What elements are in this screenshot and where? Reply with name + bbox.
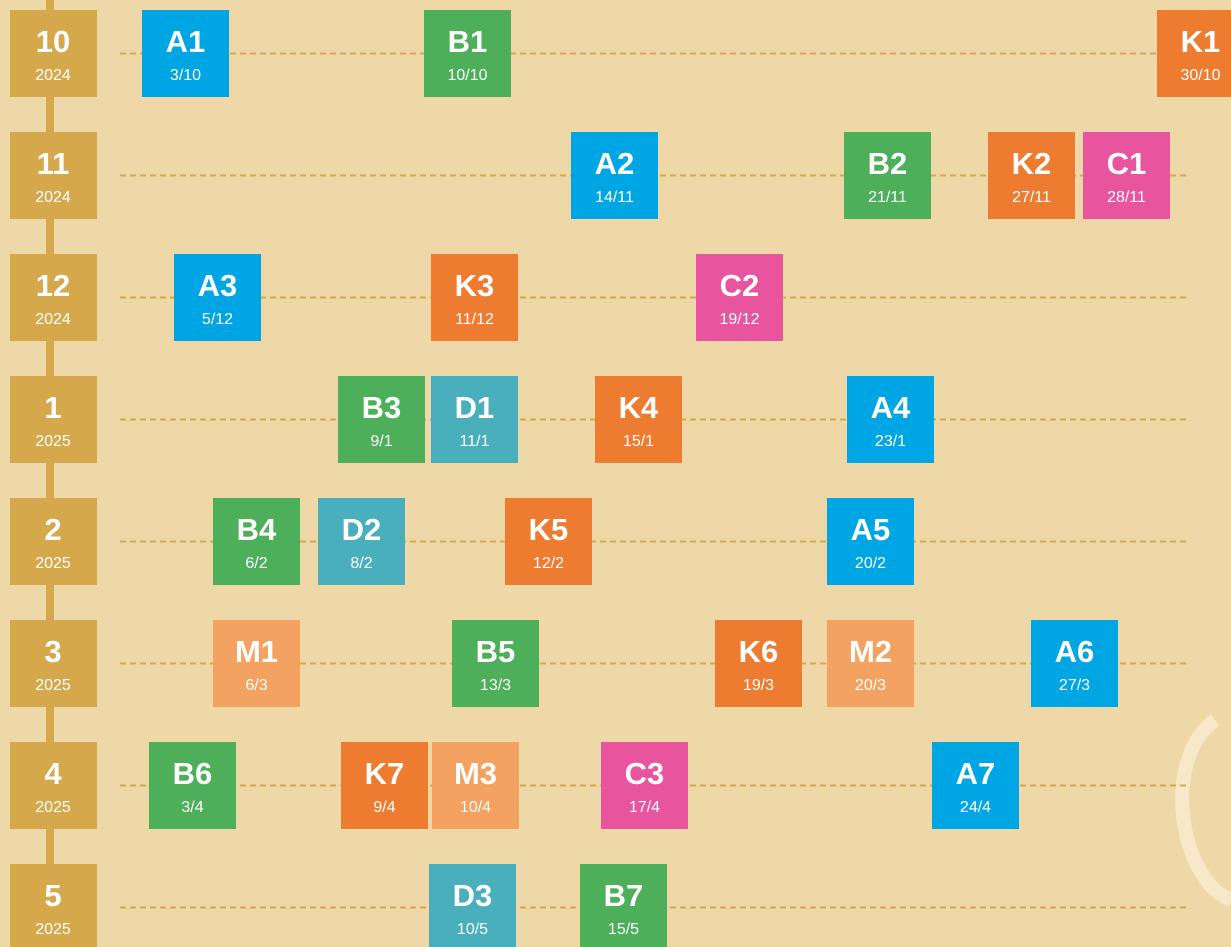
event-code: B5 [476,634,516,669]
event-date: 20/3 [855,677,886,694]
timeline: 10 2024 A1 3/10 B1 10/10 K1 30/10 11 2024 A2 14/11 B… [0,0,1231,947]
month-label: 2 [44,512,61,547]
event-code: B3 [362,390,402,425]
event-code: B1 [448,24,488,59]
event-date: 15/1 [623,433,654,450]
year-label: 2025 [35,433,71,450]
event-date: 11/12 [455,311,494,328]
year-label: 2025 [35,921,71,938]
event-code: K3 [455,268,495,303]
event-date: 5/12 [202,311,233,328]
event-code: D2 [342,512,382,547]
event-code: M2 [849,634,892,669]
event-code: K1 [1181,24,1221,59]
month-label: 4 [44,756,62,791]
event-date: 3/4 [181,799,203,816]
month-label: 10 [36,24,70,59]
event-date: 20/2 [855,555,886,572]
event-date: 14/11 [595,189,634,206]
event-date: 8/2 [350,555,372,572]
event-code: C3 [625,756,665,791]
decoration [1182,720,1231,900]
event-date: 11/1 [460,433,490,450]
event-code: C2 [720,268,760,303]
event-code: M1 [235,634,278,669]
event-date: 30/10 [1180,67,1220,84]
event-date: 13/3 [480,677,511,694]
year-label: 2025 [35,799,71,816]
event-date: 10/4 [460,799,491,816]
event-date: 28/11 [1107,189,1146,206]
event-date: 10/5 [457,921,488,938]
event-code: M3 [454,756,497,791]
month-label: 12 [36,268,70,303]
event-code: A1 [166,24,206,59]
page: {"rows": [ {"month": "10", "year": "2024… [0,0,1231,947]
event-date: 17/4 [629,799,660,816]
year-label: 2024 [35,189,71,206]
event-code: A6 [1055,634,1095,669]
month-label: 5 [44,878,61,913]
event-date: 21/11 [868,189,907,206]
event-date: 19/3 [743,677,774,694]
event-date: 9/1 [370,433,392,450]
month-label: 1 [44,390,61,425]
month-label: 11 [37,146,70,181]
event-code: B4 [237,512,277,547]
event-code: K6 [739,634,779,669]
month-label: 3 [44,634,61,669]
year-label: 2024 [35,311,71,328]
event-date: 12/2 [533,555,564,572]
year-label: 2025 [35,677,71,694]
event-code: D3 [453,878,493,913]
event-code: A2 [595,146,635,181]
event-code: B7 [604,878,644,913]
event-code: A7 [956,756,996,791]
event-code: B2 [868,146,908,181]
event-date: 19/12 [719,311,759,328]
event-code: A5 [851,512,891,547]
event-code: D1 [455,390,495,425]
event-date: 6/3 [245,677,267,694]
event-code: A3 [198,268,238,303]
event-code: A4 [871,390,911,425]
event-date: 6/2 [245,555,267,572]
event-date: 24/4 [960,799,991,816]
event-code: K5 [529,512,569,547]
event-date: 27/3 [1059,677,1090,694]
event-date: 23/1 [875,433,906,450]
event-date: 9/4 [373,799,395,816]
event-date: 27/11 [1012,189,1051,206]
event-code: K2 [1012,146,1052,181]
year-label: 2025 [35,555,71,572]
event-code: C1 [1107,146,1147,181]
event-code: K7 [365,756,405,791]
event-date: 10/10 [447,67,487,84]
event-code: K4 [619,390,659,425]
event-code: B6 [173,756,213,791]
event-date: 15/5 [608,921,639,938]
year-label: 2024 [35,67,71,84]
event-date: 3/10 [170,67,201,84]
